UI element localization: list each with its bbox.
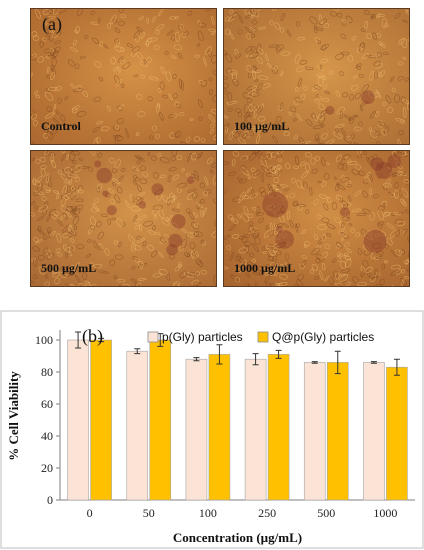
micrograph-label: 100 µg/mL xyxy=(234,119,290,133)
bar-pgly-500 xyxy=(303,362,326,501)
x-tick-label: 50 xyxy=(143,506,155,520)
y-axis-label: % Cell Viability xyxy=(6,371,21,461)
bar-pgly-1000 xyxy=(363,362,385,501)
bar-qpgly-50 xyxy=(149,339,172,501)
bar-qpgly-0 xyxy=(90,339,112,501)
error-bar xyxy=(98,337,105,343)
micrograph-texture xyxy=(224,9,409,144)
legend-label: p(Gly) particles xyxy=(162,330,243,344)
micrograph-texture xyxy=(31,151,216,286)
panel-a-label: (a) xyxy=(42,14,62,34)
micrograph-label: 500 µg/mL xyxy=(41,261,97,275)
micrograph-500: 500 µg/mL xyxy=(30,150,217,287)
y-tick-label: 40 xyxy=(41,429,53,443)
micrograph-texture xyxy=(224,151,409,286)
micrograph-label: 1000 µg/mL xyxy=(234,261,296,275)
bar-qpgly-500 xyxy=(326,362,349,501)
error-bar xyxy=(216,344,223,365)
bar-pgly-0 xyxy=(67,339,89,501)
error-bar xyxy=(134,348,141,355)
y-tick-label: 60 xyxy=(41,397,53,411)
bar-qpgly-1000 xyxy=(386,366,408,501)
y-tick-label: 20 xyxy=(41,461,53,475)
x-axis-label: Concentration (µg/mL) xyxy=(173,530,302,545)
bar-pgly-50 xyxy=(126,350,149,501)
panel-b-label: (b) xyxy=(82,326,103,347)
error-bar xyxy=(334,350,341,375)
bar-pgly-250 xyxy=(244,358,267,501)
micrograph-100: 100 µg/mL xyxy=(223,8,410,145)
micrograph-texture xyxy=(31,9,216,144)
error-bar xyxy=(393,358,400,376)
error-bar xyxy=(370,361,377,364)
y-tick-label: 100 xyxy=(35,333,53,347)
x-tick-label: 1000 xyxy=(373,506,397,520)
legend-swatch xyxy=(147,331,159,343)
legend-label: Q@p(Gly) particles xyxy=(272,330,374,344)
bar-qpgly-250 xyxy=(267,354,290,501)
y-tick-label: 0 xyxy=(47,493,53,507)
error-bar xyxy=(193,357,200,362)
error-bar xyxy=(75,331,82,349)
bar-qpgly-100 xyxy=(208,354,231,501)
y-tick-label: 80 xyxy=(41,365,53,379)
error-bar xyxy=(275,349,282,359)
legend-swatch xyxy=(257,331,269,343)
error-bar xyxy=(311,361,318,364)
micrograph-label: Control xyxy=(41,119,81,133)
panel-a: Control 100 µg/mL 500 µg/mL 1000 µg/mL (… xyxy=(30,8,410,287)
x-tick-label: 250 xyxy=(258,506,276,520)
bar-pgly-100 xyxy=(185,358,208,501)
micrograph-control: Control xyxy=(30,8,217,145)
x-tick-label: 0 xyxy=(87,506,93,520)
micrograph-1000: 1000 µg/mL xyxy=(223,150,410,287)
error-bar xyxy=(252,353,259,366)
x-tick-label: 100 xyxy=(199,506,217,520)
x-tick-label: 500 xyxy=(317,506,335,520)
chart-frame xyxy=(0,310,424,549)
